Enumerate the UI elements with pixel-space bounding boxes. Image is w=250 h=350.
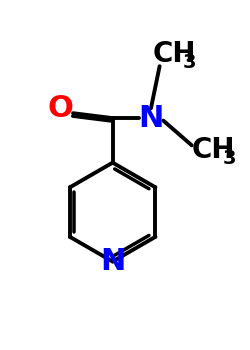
Text: CH: CH xyxy=(192,136,235,164)
Text: 3: 3 xyxy=(183,53,196,72)
Text: 3: 3 xyxy=(223,149,236,168)
Text: N: N xyxy=(100,247,125,276)
Text: N: N xyxy=(138,104,164,133)
Text: CH: CH xyxy=(152,40,196,68)
Text: O: O xyxy=(48,94,74,123)
